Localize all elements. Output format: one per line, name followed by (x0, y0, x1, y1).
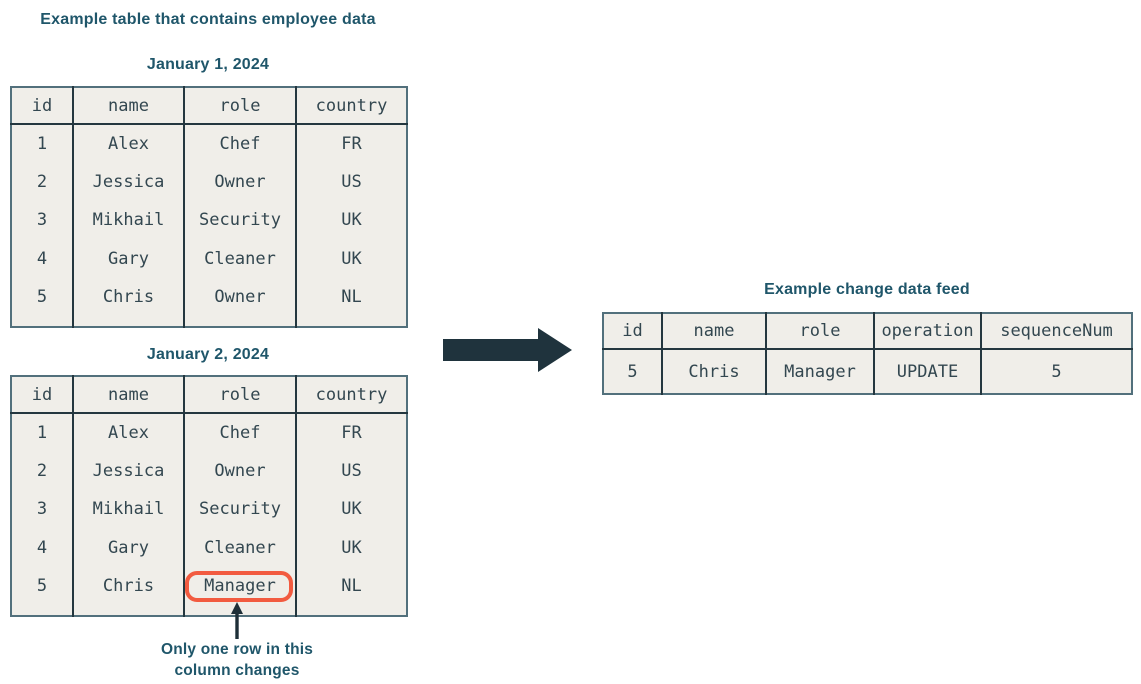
column-header-role: role (183, 87, 296, 125)
cell-country: UK (295, 490, 407, 529)
cell-country: UK (295, 201, 407, 240)
annotation-line-1: Only one row in this (160, 641, 314, 658)
cell-name: Gary (72, 528, 184, 567)
column-header-operation: operation (873, 313, 981, 350)
cell-name: Mikhail (72, 201, 184, 240)
column-header-country: country (295, 87, 407, 125)
cell-name: Chris (72, 567, 184, 606)
cell-role: Owner (183, 162, 296, 201)
column-header-id: id (11, 87, 73, 125)
table-row: 5 Chris Manager UPDATE 5 (603, 349, 1132, 394)
table-row: 2 Jessica Owner US (11, 451, 407, 490)
cell-id: 2 (36, 171, 48, 192)
cell-name: Alex (72, 124, 184, 163)
page-title: Example table that contains employee dat… (40, 11, 376, 28)
cell-role: Manager (765, 349, 874, 394)
jan2-table-title: January 2, 2024 (146, 346, 270, 363)
feed-header-row: id name role operation sequenceNum (603, 313, 1132, 350)
cell-id: 5 (627, 361, 638, 382)
cell-role: Security (183, 490, 296, 529)
cell-name: Gary (72, 239, 184, 278)
cell-role: Chef (183, 413, 296, 452)
table-row: 4 Gary Cleaner UK (11, 239, 407, 278)
filler-cell (72, 605, 184, 616)
table-row: 4 Gary Cleaner UK (11, 528, 407, 567)
cell-country: NL (295, 278, 407, 317)
table-row: 1 Alex Chef FR (11, 124, 407, 163)
table-row: 3 Mikhail Security UK (11, 201, 407, 240)
change-data-feed-table: id name role operation sequenceNum 5 Chr… (602, 312, 1133, 395)
column-header-id: id (11, 376, 73, 414)
jan1-table-title: January 1, 2024 (146, 56, 270, 73)
cell-id: 3 (36, 210, 48, 231)
filler-cell (11, 606, 73, 616)
column-header-role: role (183, 376, 296, 414)
cell-role: Cleaner (183, 528, 296, 567)
cell-role: Cleaner (183, 239, 296, 278)
cell-role: Owner (183, 451, 296, 490)
jan2-header-row: id name role country (11, 376, 407, 414)
annotation-text: Only one row in this column changes (107, 639, 367, 681)
cell-name: Alex (72, 413, 184, 452)
column-header-id: id (603, 313, 662, 350)
cell-id: 1 (36, 422, 48, 443)
filler-row (11, 316, 407, 327)
cell-id: 2 (36, 460, 48, 481)
jan1-table: id name role country 1 Alex Chef FR 2 Je… (10, 86, 408, 328)
annotation-line-2: column changes (174, 662, 300, 679)
cell-country: US (295, 451, 407, 490)
column-header-name: name (72, 376, 184, 414)
column-header-name: name (661, 313, 766, 350)
filler-cell (295, 605, 407, 616)
cell-name: Mikhail (72, 490, 184, 529)
cell-operation: UPDATE (873, 349, 981, 394)
table-row: 1 Alex Chef FR (11, 413, 407, 452)
column-header-role: role (765, 313, 874, 350)
cell-role: Security (183, 201, 296, 240)
cell-country: NL (295, 567, 407, 606)
cell-role: Owner (183, 278, 296, 317)
column-header-name: name (72, 87, 184, 125)
cell-id: 3 (36, 499, 48, 520)
filler-cell (11, 317, 73, 327)
cell-id: 4 (36, 248, 48, 269)
column-header-sequencenum: sequenceNum (980, 313, 1132, 350)
cell-id: 4 (36, 537, 48, 558)
jan1-header-row: id name role country (11, 87, 407, 125)
filler-cell (183, 316, 296, 327)
cell-country: FR (295, 413, 407, 452)
cell-name: Chris (72, 278, 184, 317)
cell-country: US (295, 162, 407, 201)
pointer-up-arrow-icon (231, 602, 243, 639)
filler-cell (295, 316, 407, 327)
flow-right-arrow-icon (443, 328, 572, 372)
table-row: 3 Mikhail Security UK (11, 490, 407, 529)
cell-country: UK (295, 528, 407, 567)
cell-id: 5 (36, 576, 48, 597)
filler-row (11, 605, 407, 616)
cell-id: 5 (36, 287, 48, 308)
changed-cell-highlight (185, 571, 293, 602)
cell-country: UK (295, 239, 407, 278)
table-row: 2 Jessica Owner US (11, 162, 407, 201)
cell-sequencenum: 5 (980, 349, 1132, 394)
filler-cell (72, 316, 184, 327)
feed-table-title: Example change data feed (764, 281, 970, 298)
cell-id: 1 (36, 133, 48, 154)
cell-name: Chris (661, 349, 766, 394)
cell-name: Jessica (72, 162, 184, 201)
table-row: 5 Chris Owner NL (11, 278, 407, 317)
cell-name: Jessica (72, 451, 184, 490)
column-header-country: country (295, 376, 407, 414)
cell-role: Chef (183, 124, 296, 163)
cell-country: FR (295, 124, 407, 163)
